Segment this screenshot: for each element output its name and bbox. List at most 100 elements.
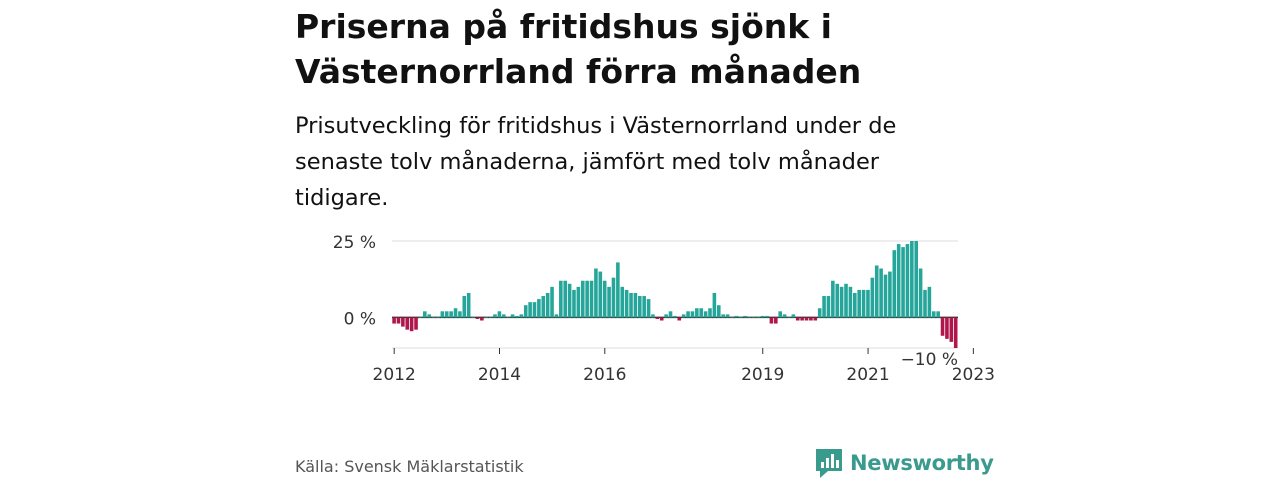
- bar: [580, 280, 585, 318]
- bar: [510, 314, 515, 318]
- bar: [550, 286, 554, 318]
- bar: [436, 317, 440, 319]
- bar: [874, 265, 879, 318]
- bar: [409, 317, 414, 332]
- bar: [444, 311, 449, 318]
- bar: [870, 277, 875, 318]
- bar: [708, 308, 712, 318]
- bar: [795, 317, 800, 321]
- bar: [853, 292, 857, 318]
- bar: [405, 317, 410, 330]
- bar: [488, 317, 493, 319]
- bar: [752, 317, 756, 319]
- bar: [480, 317, 484, 321]
- bar: [563, 280, 568, 318]
- bar: [861, 289, 866, 318]
- bar: [515, 315, 519, 318]
- bar: [396, 317, 401, 324]
- bar: [589, 280, 594, 318]
- bar: [826, 296, 831, 318]
- y-tick-label: 0 %: [344, 309, 376, 329]
- bar: [673, 315, 677, 318]
- bar: [484, 317, 489, 319]
- bar: [800, 317, 804, 321]
- bar: [466, 292, 471, 318]
- bar: [458, 311, 462, 318]
- bar: [809, 317, 813, 321]
- bar: [642, 296, 646, 318]
- bar: [501, 314, 506, 318]
- bar: [576, 286, 581, 318]
- bar: [449, 311, 453, 318]
- bar: [567, 283, 572, 318]
- bar: [646, 299, 651, 318]
- bar: [787, 317, 791, 319]
- bar: [554, 314, 559, 318]
- bar: [883, 274, 888, 318]
- bar: [949, 317, 954, 342]
- bar: [831, 280, 835, 318]
- bar: [541, 296, 546, 318]
- bar: [910, 241, 914, 318]
- bar: [716, 305, 721, 318]
- bar: [778, 311, 782, 318]
- bar: [607, 286, 611, 318]
- x-tick-label: 2012: [373, 365, 416, 385]
- y-tick-label: −10 %: [901, 350, 958, 370]
- bar: [730, 317, 734, 319]
- bar: [423, 311, 427, 318]
- bar: [927, 286, 932, 318]
- chart-bubble-icon: [816, 449, 842, 478]
- bar: [392, 317, 396, 324]
- bar: [690, 311, 695, 318]
- bar: [721, 314, 725, 318]
- bar: [756, 317, 761, 319]
- bar: [616, 262, 620, 318]
- bar: [611, 277, 616, 318]
- bar: [905, 244, 910, 318]
- bar: [620, 286, 625, 318]
- bar: [892, 250, 897, 318]
- bar: [743, 315, 747, 318]
- bar: [822, 296, 826, 318]
- bar: [918, 268, 923, 318]
- bar: [401, 317, 405, 327]
- bar: [725, 314, 730, 318]
- chart-title: Priserna på fritidshus sjönk i Västernor…: [295, 7, 862, 91]
- bar: [791, 314, 796, 318]
- bar: [695, 308, 699, 318]
- bar: [945, 317, 949, 339]
- bar: [817, 308, 822, 318]
- bar: [923, 289, 927, 318]
- x-tick-label: 2019: [741, 365, 784, 385]
- bar: [585, 280, 589, 318]
- bar: [651, 314, 655, 318]
- bar: [738, 317, 743, 319]
- bar: [804, 317, 809, 321]
- bar: [782, 314, 787, 318]
- bar: [769, 317, 774, 324]
- bar: [844, 283, 848, 318]
- bar: [901, 247, 905, 318]
- bar: [936, 311, 940, 318]
- bar: [857, 289, 861, 318]
- newsworthy-logo[interactable]: Newsworthy: [814, 447, 994, 479]
- bar: [914, 241, 919, 318]
- bar: [471, 317, 475, 319]
- bar: [879, 268, 883, 318]
- bar: [659, 317, 664, 321]
- bar: [765, 315, 769, 318]
- bar: [594, 268, 598, 318]
- bar: [629, 292, 633, 318]
- bar: [940, 317, 945, 336]
- bar: [699, 308, 704, 318]
- x-tick-label: 2023: [952, 365, 995, 385]
- bar: [440, 311, 445, 318]
- bar: [664, 314, 668, 318]
- bar: [703, 311, 708, 318]
- bar: [668, 311, 673, 318]
- source-text: Källa: Svensk Mäklarstatistik: [295, 457, 524, 476]
- bar: [835, 283, 840, 318]
- bar: [545, 292, 550, 318]
